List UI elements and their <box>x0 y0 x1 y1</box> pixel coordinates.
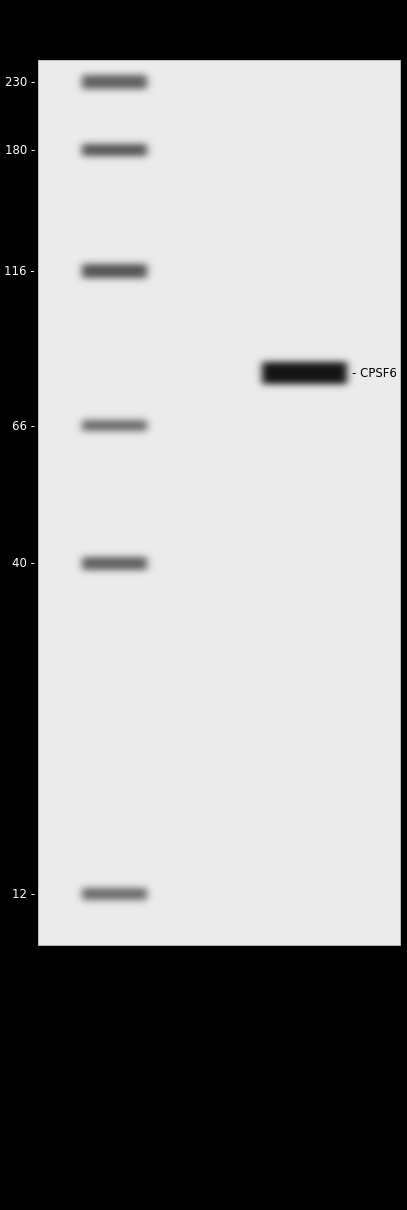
Text: 116 -: 116 - <box>4 265 35 277</box>
Text: 40 -: 40 - <box>12 558 35 570</box>
Bar <box>38 60 400 945</box>
Bar <box>38 60 400 945</box>
Text: 230 -: 230 - <box>4 76 35 90</box>
Text: 66 -: 66 - <box>12 420 35 433</box>
Text: - CPSF6: - CPSF6 <box>352 367 397 380</box>
Text: 180 -: 180 - <box>4 144 35 157</box>
Text: 12 -: 12 - <box>12 888 35 901</box>
